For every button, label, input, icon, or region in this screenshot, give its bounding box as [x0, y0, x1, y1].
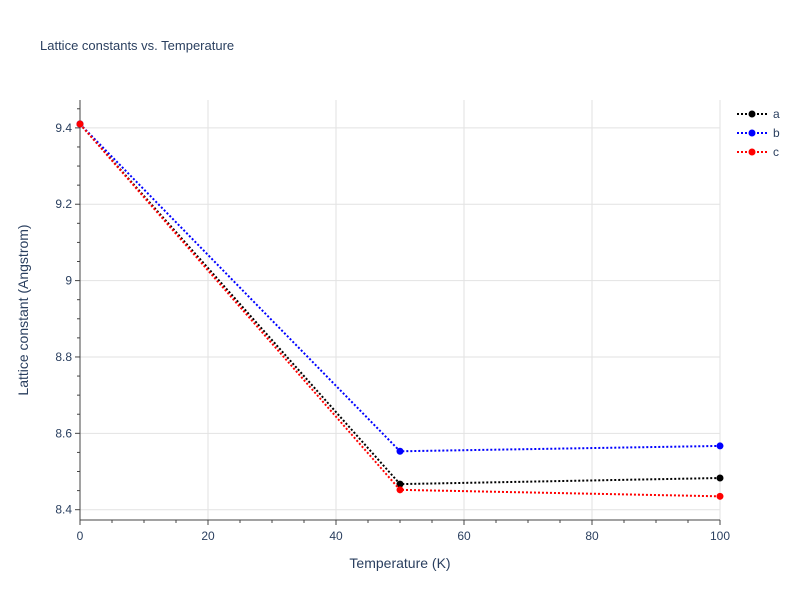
- legend-item-a[interactable]: a: [737, 107, 780, 121]
- x-axis-label: Temperature (K): [349, 555, 450, 571]
- y-axis-ticks: 8.4 8.6 8.8 9 9.2 9.4: [55, 108, 80, 517]
- data-point[interactable]: [716, 474, 724, 482]
- y-tick-label: 9.4: [55, 121, 72, 135]
- y-tick-label: 9.2: [55, 197, 72, 211]
- legend-swatch-marker: [748, 110, 756, 118]
- x-axis-ticks: 0 20 40 60 80 100: [77, 520, 730, 543]
- series-c: [76, 120, 724, 500]
- legend-swatch-marker: [748, 148, 756, 156]
- series-line-b: [79, 123, 721, 453]
- data-point[interactable]: [716, 492, 724, 500]
- y-tick-label: 8.4: [55, 503, 72, 517]
- x-grid: [207, 100, 721, 520]
- x-tick-label: 80: [585, 529, 599, 543]
- data-point[interactable]: [716, 442, 724, 450]
- legend-item-c[interactable]: c: [737, 145, 779, 159]
- series-layer: [76, 120, 724, 500]
- data-point[interactable]: [396, 486, 404, 494]
- x-tick-label: 60: [457, 529, 471, 543]
- legend-swatch-marker: [748, 129, 756, 137]
- y-tick-label: 9: [65, 274, 72, 288]
- legend-label: b: [773, 126, 780, 140]
- x-tick-label: 0: [77, 529, 84, 543]
- data-point[interactable]: [76, 120, 84, 128]
- x-tick-label: 100: [710, 529, 730, 543]
- series-b: [76, 120, 724, 455]
- chart-title: Lattice constants vs. Temperature: [40, 38, 234, 53]
- data-point[interactable]: [396, 447, 404, 455]
- legend-item-b[interactable]: b: [737, 126, 780, 140]
- x-tick-label: 20: [201, 529, 215, 543]
- series-a: [76, 120, 724, 488]
- series-line-c: [79, 123, 721, 498]
- legend-label: a: [773, 107, 780, 121]
- data-point[interactable]: [396, 480, 404, 488]
- y-tick-label: 8.6: [55, 426, 72, 440]
- series-line-a: [79, 123, 721, 486]
- y-axis-label: Lattice constant (Angstrom): [15, 224, 31, 395]
- legend: abc: [737, 107, 780, 159]
- y-grid: [80, 127, 720, 511]
- y-tick-label: 8.8: [55, 350, 72, 364]
- legend-label: c: [773, 145, 779, 159]
- x-tick-label: 40: [329, 529, 343, 543]
